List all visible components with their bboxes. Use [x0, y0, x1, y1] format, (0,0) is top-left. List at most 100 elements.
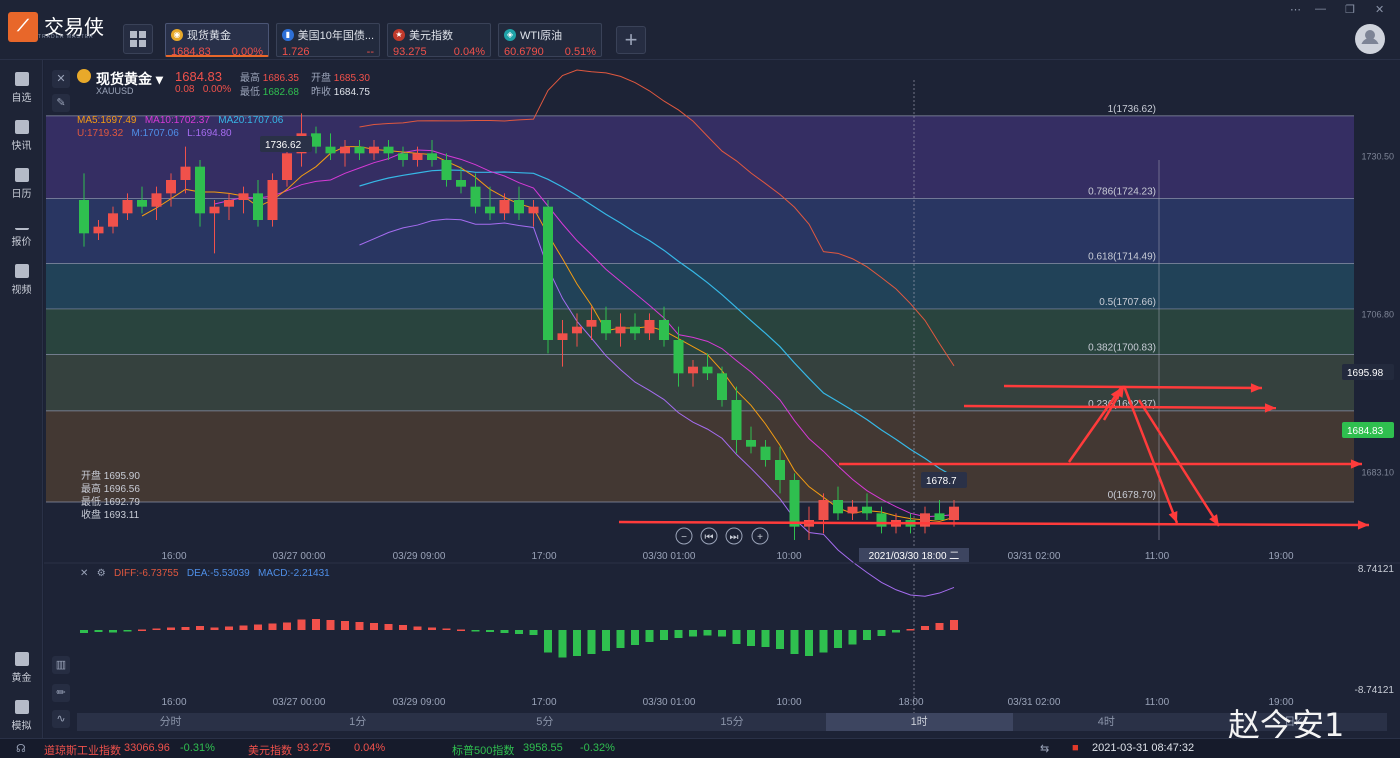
macd-x-axis-tick: 19:00 [1268, 697, 1293, 708]
period-tab[interactable]: 分时 [159, 716, 182, 728]
sidebar-item-calendar[interactable]: 日历 [0, 168, 43, 200]
restore-icon[interactable]: ❐ [1345, 4, 1355, 16]
instrument-name[interactable]: 现货黄金 ▾ [96, 71, 163, 87]
sidebar-item-gold[interactable]: 黄金 [0, 652, 43, 684]
candle-body [311, 133, 321, 147]
app-subtitle: TRADER MASTER [38, 34, 94, 40]
sidebar-item-news[interactable]: 快讯 [0, 120, 43, 152]
wave-icon[interactable]: ∿ [52, 710, 70, 728]
candle-body [702, 366, 713, 374]
period-tab[interactable]: 4时 [1097, 716, 1115, 728]
settings-icon[interactable]: ⋯ [1290, 4, 1301, 16]
tab-wti[interactable]: ◈ WTI原油 60.6790 0.51% [498, 23, 602, 58]
period-tab[interactable]: 1时 [825, 713, 1013, 731]
macd-bar [210, 627, 219, 630]
macd-bar [254, 624, 262, 630]
candle-body [137, 200, 147, 207]
macd-bar [935, 623, 944, 630]
sidebar-item-demo[interactable]: 模拟 [0, 700, 43, 732]
candle-body [586, 320, 597, 327]
prev-stat: 昨收 1684.75 [311, 83, 370, 98]
ma20-line [359, 169, 955, 478]
macd-bar [950, 620, 958, 630]
candle-body [949, 506, 959, 520]
analysis-arrow [1137, 399, 1221, 527]
indicator-icon[interactable]: ▥ [52, 656, 70, 674]
tab-us10y[interactable]: ▮ 美国10年国债... 1.726 -- [276, 23, 380, 58]
analysis-arrow [963, 404, 1277, 410]
candle-body [180, 166, 191, 180]
network-icon: ⇆ [1040, 743, 1050, 755]
macd-bar [631, 630, 639, 645]
dxy-label: 美元指数 [248, 745, 292, 757]
clock-datetime: 2021-03-31 08:47:32 [1092, 742, 1195, 754]
ma5-value: MA5:1697.49 [77, 115, 137, 126]
macd-x-axis-tick: 10:00 [776, 697, 801, 708]
tab-price: 1684.83 [171, 46, 211, 58]
draw-tool-icon[interactable]: ✎ [52, 94, 70, 112]
close-macd-icon[interactable]: ✕ [80, 568, 89, 579]
sidebar-item-video[interactable]: 视频 [0, 264, 43, 296]
macd-bar [94, 630, 103, 632]
sidebar-item-quotes[interactable]: 报价 [0, 216, 43, 248]
headset-icon[interactable]: ☊ [16, 743, 26, 755]
sidebar-item-label: 日历 [11, 189, 32, 200]
arrow-head [1350, 459, 1362, 469]
period-tab[interactable]: 日K [1284, 716, 1303, 728]
arrow-head [1168, 511, 1178, 523]
spx-label: 标普500指数 [452, 745, 515, 757]
fib-label: 0.236(1692.37) [1088, 399, 1156, 410]
fib-label: 0.5(1707.66) [1099, 297, 1156, 308]
instrument-price: 1684.83 [175, 69, 222, 84]
low-stat: 最低 1682.68 [240, 83, 299, 98]
sidebar-item-watchlist[interactable]: 自选 [0, 72, 43, 104]
x-axis-tick: 03/29 09:00 [393, 551, 446, 562]
candle-body [282, 153, 292, 180]
candle-body [833, 500, 843, 514]
high-stat: 最高 1686.35 [240, 69, 299, 84]
low-price-marker-bg [921, 472, 967, 488]
sidebar-item-label: 报价 [11, 237, 32, 248]
macd-x-axis-tick: 03/27 00:00 [273, 697, 326, 708]
macd-bar [732, 630, 741, 644]
candle-body [427, 153, 437, 160]
period-tab[interactable]: 1分 [349, 716, 367, 728]
ohlc-high: 最高 1696.56 [81, 484, 140, 495]
tab-change: 0.04% [453, 46, 485, 58]
macd-bar [428, 627, 436, 630]
analysis-arrow [1067, 387, 1123, 463]
tab-dxy[interactable]: ★ 美元指数 93.275 0.04% [387, 23, 491, 58]
ma10-line [214, 149, 955, 518]
instrument-name-text: 现货黄金 [96, 71, 152, 87]
candle-body [760, 446, 771, 460]
macd-bar [573, 630, 581, 656]
fib-label: 0(1678.70) [1108, 490, 1156, 501]
macd-top-label: 8.74121 [1358, 564, 1395, 575]
x-axis-tick: 17:00 [531, 551, 556, 562]
candle-body [644, 320, 655, 334]
macd-bar [225, 626, 233, 630]
logo-icon: ⟋ [8, 12, 38, 42]
macd-bar [123, 630, 132, 632]
instrument-code: XAUUSD [96, 86, 134, 96]
period-tab[interactable]: 15分 [720, 716, 744, 728]
arrow-head [1264, 403, 1276, 413]
candle-body [572, 326, 582, 334]
add-tab-button[interactable]: + [616, 26, 646, 54]
close-panel-icon[interactable]: ✕ [52, 70, 70, 88]
settings-macd-icon[interactable]: ⚙ [96, 568, 106, 579]
candle-body [93, 226, 104, 234]
grid-menu-button[interactable] [123, 24, 153, 54]
minimize-icon[interactable]: — [1315, 3, 1326, 15]
period-tab[interactable]: 5分 [536, 716, 554, 728]
price-chart[interactable]: 1730.50 1706.80 1683.10 1(1736.62) 0.786(17… [44, 60, 1400, 738]
close-icon[interactable]: ✕ [1375, 4, 1385, 16]
tab-gold[interactable]: ◉ 现货黄金 1684.83 0.00% [165, 23, 269, 58]
macd-bar [805, 630, 813, 656]
macd-bar [152, 628, 161, 630]
user-avatar[interactable] [1355, 24, 1385, 54]
zoom-control-glyph: ⏭ [730, 532, 739, 543]
pen-icon[interactable]: ✏ [52, 684, 70, 702]
candle-body [934, 513, 945, 520]
boll-upper: U:1719.32 [77, 128, 124, 139]
